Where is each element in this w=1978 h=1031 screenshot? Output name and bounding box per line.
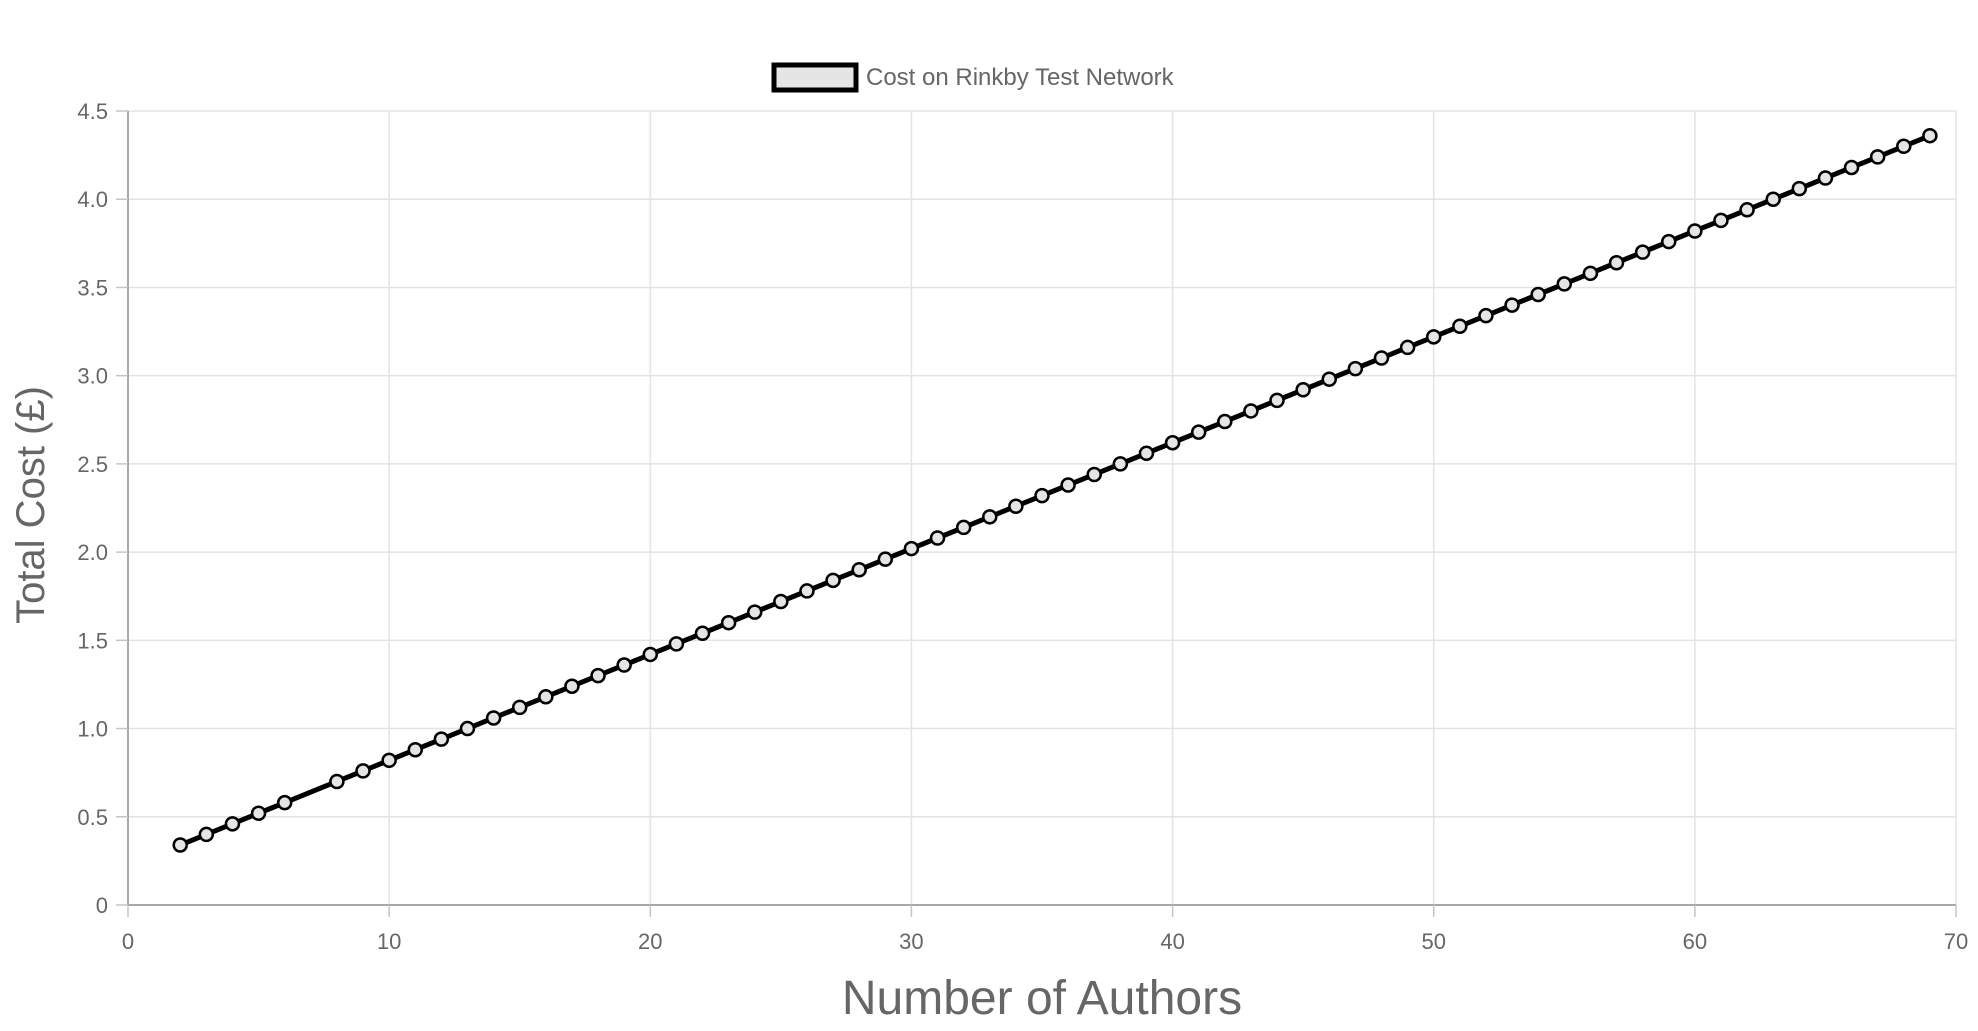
- data-point[interactable]: [1478, 307, 1494, 324]
- data-point[interactable]: [642, 646, 659, 663]
- data-point[interactable]: [1138, 445, 1155, 462]
- data-point[interactable]: [1347, 360, 1364, 377]
- data-point[interactable]: [1112, 456, 1129, 472]
- data-point[interactable]: [1164, 434, 1181, 451]
- data-point[interactable]: [694, 625, 711, 642]
- data-point[interactable]: [1321, 371, 1338, 387]
- x-tick-label: 30: [899, 929, 923, 954]
- data-point[interactable]: [1452, 318, 1468, 335]
- x-tick-label: 60: [1683, 929, 1707, 954]
- data-point[interactable]: [720, 614, 737, 631]
- data-point[interactable]: [590, 667, 606, 684]
- y-tick-label: 4.5: [77, 99, 108, 124]
- data-point[interactable]: [1817, 170, 1834, 186]
- data-point[interactable]: [1660, 233, 1677, 250]
- data-point[interactable]: [433, 731, 450, 747]
- data-point[interactable]: [1034, 487, 1050, 504]
- data-point[interactable]: [511, 699, 528, 716]
- data-point[interactable]: [1295, 382, 1311, 398]
- data-point[interactable]: [1086, 466, 1102, 483]
- data-point[interactable]: [1582, 265, 1599, 282]
- points-layer: [172, 127, 1938, 853]
- y-axis-title: Total Cost (£): [9, 386, 53, 624]
- data-point[interactable]: [329, 773, 345, 790]
- data-point[interactable]: [616, 657, 632, 673]
- y-tick-label: 3.0: [77, 364, 108, 389]
- data-point[interactable]: [564, 678, 580, 694]
- x-tick-label: 50: [1421, 929, 1445, 954]
- x-tick-label: 70: [1944, 929, 1968, 954]
- data-point[interactable]: [198, 826, 215, 843]
- data-point[interactable]: [407, 741, 424, 758]
- data-point[interactable]: [355, 763, 371, 779]
- data-point[interactable]: [1008, 498, 1024, 514]
- data-point[interactable]: [1765, 191, 1781, 207]
- data-point[interactable]: [276, 794, 293, 811]
- y-tick-label: 4.0: [77, 187, 108, 212]
- data-point[interactable]: [1869, 149, 1886, 165]
- y-tick-label: 0: [96, 893, 108, 918]
- data-point[interactable]: [903, 540, 920, 557]
- data-point[interactable]: [1687, 223, 1703, 239]
- x-axis-ticks: 0 10 20 30 40 50 60 70: [122, 905, 1968, 954]
- data-point[interactable]: [955, 519, 972, 536]
- data-point[interactable]: [1843, 159, 1860, 176]
- data-point[interactable]: [485, 710, 502, 726]
- data-point[interactable]: [1608, 254, 1625, 271]
- data-point[interactable]: [668, 636, 685, 652]
- legend-swatch[interactable]: [771, 62, 859, 93]
- data-point[interactable]: [172, 837, 188, 853]
- x-tick-label: 40: [1160, 929, 1184, 954]
- data-point[interactable]: [1791, 180, 1808, 197]
- data-point[interactable]: [1373, 350, 1390, 366]
- legend-label[interactable]: Cost on Rinkby Test Network: [866, 64, 1175, 91]
- data-point[interactable]: [1713, 212, 1729, 229]
- data-point[interactable]: [929, 530, 946, 546]
- data-point[interactable]: [1896, 138, 1912, 155]
- y-tick-label: 1.0: [77, 717, 108, 742]
- data-point[interactable]: [1269, 392, 1285, 409]
- y-axis-ticks: 0 0.5 1.0 1.5 2.0 2.5 3.0 3.5 4.0 4.5: [77, 99, 128, 918]
- data-point[interactable]: [1425, 329, 1442, 345]
- data-point[interactable]: [1739, 202, 1755, 218]
- data-point[interactable]: [1922, 127, 1938, 144]
- data-point[interactable]: [459, 720, 476, 737]
- y-tick-label: 2.0: [77, 540, 108, 565]
- data-point[interactable]: [1190, 424, 1207, 440]
- data-point[interactable]: [1243, 403, 1259, 419]
- data-point[interactable]: [1217, 413, 1233, 430]
- data-point[interactable]: [982, 509, 998, 525]
- y-tick-label: 3.5: [77, 275, 108, 300]
- data-point[interactable]: [1530, 286, 1546, 303]
- data-point[interactable]: [1399, 339, 1416, 356]
- x-tick-label: 0: [122, 929, 134, 954]
- grid: [128, 110, 1957, 905]
- legend[interactable]: Cost on Rinkby Test Network: [771, 62, 1175, 93]
- data-point[interactable]: [799, 583, 815, 599]
- x-tick-label: 10: [377, 929, 401, 954]
- y-tick-label: 0.5: [77, 805, 108, 830]
- x-tick-label: 20: [638, 929, 662, 954]
- data-point[interactable]: [1060, 477, 1076, 493]
- data-point[interactable]: [224, 816, 241, 832]
- data-point[interactable]: [538, 689, 554, 705]
- data-point[interactable]: [1556, 276, 1573, 292]
- data-point[interactable]: [851, 562, 867, 578]
- data-point[interactable]: [1504, 297, 1520, 313]
- data-point[interactable]: [250, 805, 267, 821]
- data-point[interactable]: [746, 604, 763, 620]
- x-axis-title: Number of Authors: [842, 972, 1242, 1025]
- data-point[interactable]: [773, 593, 789, 610]
- data-point[interactable]: [381, 752, 397, 769]
- y-tick-label: 2.5: [77, 452, 108, 477]
- data-point[interactable]: [1634, 244, 1651, 260]
- data-point[interactable]: [825, 572, 841, 589]
- data-point[interactable]: [877, 551, 894, 567]
- y-tick-label: 1.5: [77, 628, 108, 653]
- axes: [127, 111, 1956, 906]
